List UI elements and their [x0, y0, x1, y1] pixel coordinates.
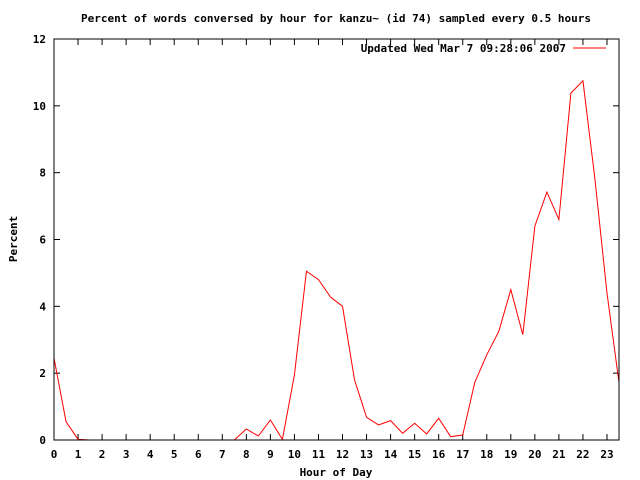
series-layer	[53, 79, 620, 441]
x-tick-label: 12	[336, 448, 349, 461]
x-axis-label: Hour of Day	[300, 466, 373, 479]
x-tick-label: 11	[312, 448, 326, 461]
x-tick-label: 20	[528, 448, 541, 461]
x-tick-label: 19	[504, 448, 517, 461]
x-tick-label: 15	[408, 448, 421, 461]
y-tick-label: 0	[39, 434, 46, 447]
x-tick-label: 1	[75, 448, 82, 461]
x-tick-label: 3	[123, 448, 130, 461]
legend: Updated Wed Mar 7 09:28:06 2007	[361, 42, 606, 55]
series-line	[53, 79, 620, 441]
chart-title: Percent of words conversed by hour for k…	[81, 12, 591, 25]
y-tick-label: 12	[33, 33, 46, 46]
x-tick-label: 16	[432, 448, 446, 461]
x-tick-label: 5	[171, 448, 178, 461]
y-tick-label: 10	[33, 100, 46, 113]
y-tick-label: 6	[39, 234, 46, 247]
x-tick-label: 22	[576, 448, 589, 461]
y-tick-label: 4	[39, 300, 46, 313]
x-tick-label: 0	[51, 448, 58, 461]
y-axis-label: Percent	[7, 216, 20, 262]
y-tick-label: 8	[39, 167, 46, 180]
y-tick-label: 2	[39, 367, 46, 380]
x-tick-label: 7	[219, 448, 226, 461]
legend-label: Updated Wed Mar 7 09:28:06 2007	[361, 42, 566, 55]
x-tick-label: 17	[456, 448, 469, 461]
x-tick-label: 9	[267, 448, 274, 461]
x-tick-label: 10	[288, 448, 301, 461]
x-tick-label: 4	[147, 448, 154, 461]
x-tick-label: 23	[600, 448, 613, 461]
x-tick-label: 6	[195, 448, 202, 461]
plot-frame	[53, 38, 620, 441]
x-tick-label: 14	[384, 448, 398, 461]
x-tick-label: 2	[99, 448, 106, 461]
x-tick-label: 18	[480, 448, 493, 461]
x-tick-label: 8	[243, 448, 250, 461]
x-tick-label: 21	[552, 448, 566, 461]
x-tick-label: 13	[360, 448, 373, 461]
